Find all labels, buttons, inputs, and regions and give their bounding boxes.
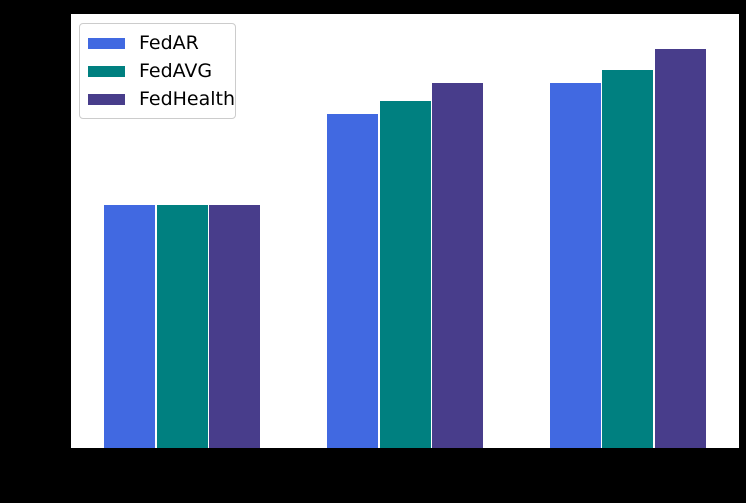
bar-fedar-group1 [104,204,156,448]
legend-item-fedhealth: FedHealth [88,85,235,113]
legend-label-fedhealth: FedHealth [139,88,236,110]
bar-fedavg-group2 [379,100,431,448]
legend-item-fedavg: FedAVG [88,57,225,85]
bar-fedar-group2 [327,113,378,448]
plot-area: FedAR FedAVG FedHealth [70,13,740,449]
bar-fedhealth-group2 [432,83,483,448]
bar-fedhealth-group1 [209,204,261,448]
bar-fedar-group3 [549,83,601,448]
bar-fedhealth-group3 [654,48,706,448]
legend: FedAR FedAVG FedHealth [79,23,236,119]
bars-container [71,14,739,448]
legend-swatch-fedhealth [88,93,125,105]
bar-fedavg-group1 [156,204,208,448]
legend-label-fedavg: FedAVG [139,60,213,82]
legend-item-fedar: FedAR [88,29,225,57]
legend-swatch-fedar [88,37,125,49]
legend-swatch-fedavg [88,65,125,77]
bar-fedavg-group3 [602,70,654,448]
legend-label-fedar: FedAR [139,32,199,54]
